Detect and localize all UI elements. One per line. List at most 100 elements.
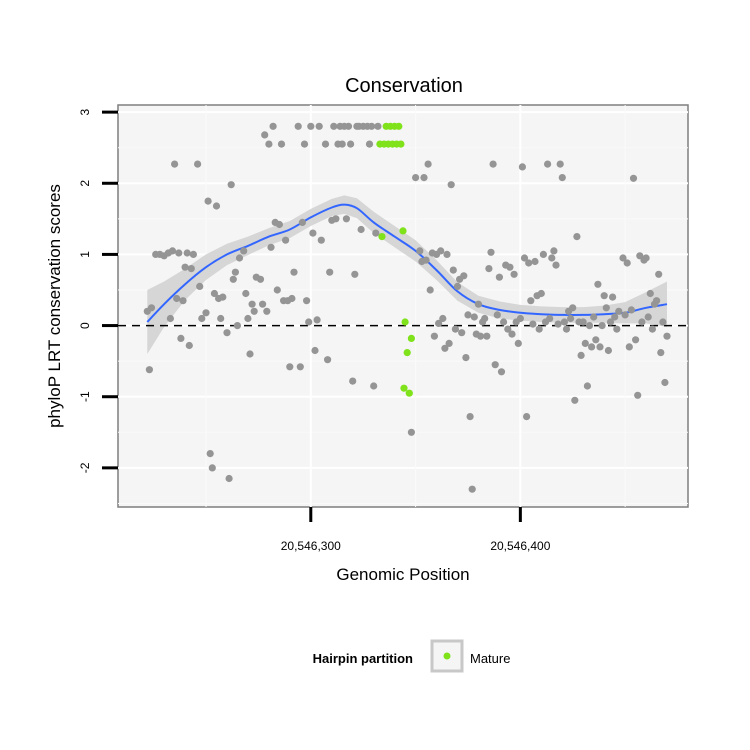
- data-point: [623, 259, 631, 267]
- data-point: [437, 247, 445, 255]
- data-point: [246, 350, 254, 358]
- data-point: [573, 233, 581, 241]
- data-point: [552, 261, 560, 269]
- data-point: [531, 257, 539, 266]
- data-point: [420, 174, 428, 182]
- data-point: [596, 343, 604, 351]
- data-point: [267, 243, 275, 251]
- chart-title: Conservation: [345, 75, 463, 97]
- data-point: [351, 270, 359, 278]
- data-point: [567, 314, 575, 323]
- data-point: [307, 122, 315, 130]
- data-point: [657, 349, 665, 357]
- data-point: [655, 270, 663, 278]
- data-point: [277, 140, 286, 148]
- data-point: [632, 336, 640, 344]
- data-point: [516, 314, 525, 323]
- data-point: [663, 332, 671, 340]
- data-point: [407, 428, 415, 436]
- data-point: [569, 304, 577, 312]
- data-point-mature: [401, 318, 409, 326]
- data-point: [147, 304, 156, 312]
- data-point: [629, 174, 638, 182]
- y-axis-title: phyloP LRT conservation scores: [45, 184, 64, 428]
- data-point-mature: [400, 384, 408, 392]
- data-point: [219, 293, 227, 301]
- data-point: [296, 363, 304, 371]
- data-point: [175, 249, 183, 257]
- data-point: [374, 122, 382, 130]
- data-point: [661, 378, 669, 387]
- data-point: [347, 140, 355, 148]
- data-point-mature: [395, 122, 403, 130]
- x-tick-label: 20,546,400: [490, 539, 550, 553]
- data-point: [227, 181, 235, 189]
- data-point: [460, 272, 468, 280]
- data-point: [590, 313, 598, 321]
- y-tick-label: 1: [78, 251, 92, 258]
- data-point: [244, 314, 252, 323]
- data-point: [466, 413, 474, 421]
- data-point: [261, 131, 269, 139]
- data-point: [558, 174, 566, 182]
- data-point: [298, 218, 306, 226]
- data-point: [248, 300, 256, 308]
- data-point: [644, 313, 652, 321]
- data-point: [181, 263, 189, 271]
- data-point: [430, 332, 438, 340]
- data-point: [449, 266, 457, 274]
- data-point: [303, 297, 311, 305]
- data-point: [240, 247, 248, 255]
- data-point: [217, 314, 225, 323]
- data-point: [451, 325, 459, 333]
- data-point: [183, 249, 191, 257]
- data-point: [514, 339, 522, 347]
- data-point: [416, 247, 424, 255]
- data-point: [290, 268, 298, 276]
- y-tick-label: -1: [78, 391, 92, 402]
- data-point: [177, 334, 185, 342]
- data-point: [613, 325, 621, 333]
- data-point: [263, 307, 271, 315]
- data-point-mature: [378, 233, 386, 241]
- data-point: [422, 256, 430, 264]
- data-point: [196, 282, 204, 290]
- data-point: [585, 322, 594, 330]
- y-tick-label: 0: [78, 322, 92, 329]
- data-point: [594, 280, 602, 288]
- smooth-line: [146, 203, 668, 323]
- data-point: [286, 363, 294, 371]
- data-point: [598, 322, 606, 330]
- data-point: [173, 294, 181, 303]
- plot-panel: [117, 104, 689, 508]
- data-point: [470, 313, 478, 321]
- data-point: [357, 225, 365, 234]
- data-point: [370, 382, 378, 390]
- data-point: [529, 320, 537, 328]
- data-point: [609, 293, 617, 301]
- data-point: [242, 289, 250, 298]
- data-point: [198, 314, 206, 323]
- legend-key-dot: [443, 652, 451, 660]
- data-point: [208, 464, 216, 472]
- data-point: [577, 351, 585, 359]
- data-point: [294, 122, 302, 130]
- data-point-mature: [407, 334, 415, 342]
- data-point: [435, 319, 443, 327]
- data-point-mature: [399, 227, 407, 235]
- data-point: [625, 343, 633, 351]
- data-point: [579, 318, 587, 326]
- data-point: [562, 325, 571, 333]
- data-point: [412, 174, 420, 182]
- data-point: [653, 297, 661, 305]
- data-point: [600, 292, 608, 300]
- legend-label-mature: Mature: [470, 651, 510, 666]
- data-point: [273, 286, 281, 294]
- data-point: [500, 318, 508, 326]
- data-point: [491, 361, 499, 369]
- data-point: [548, 254, 556, 262]
- data-point: [300, 140, 309, 148]
- data-point: [487, 248, 495, 256]
- data-point: [315, 122, 323, 130]
